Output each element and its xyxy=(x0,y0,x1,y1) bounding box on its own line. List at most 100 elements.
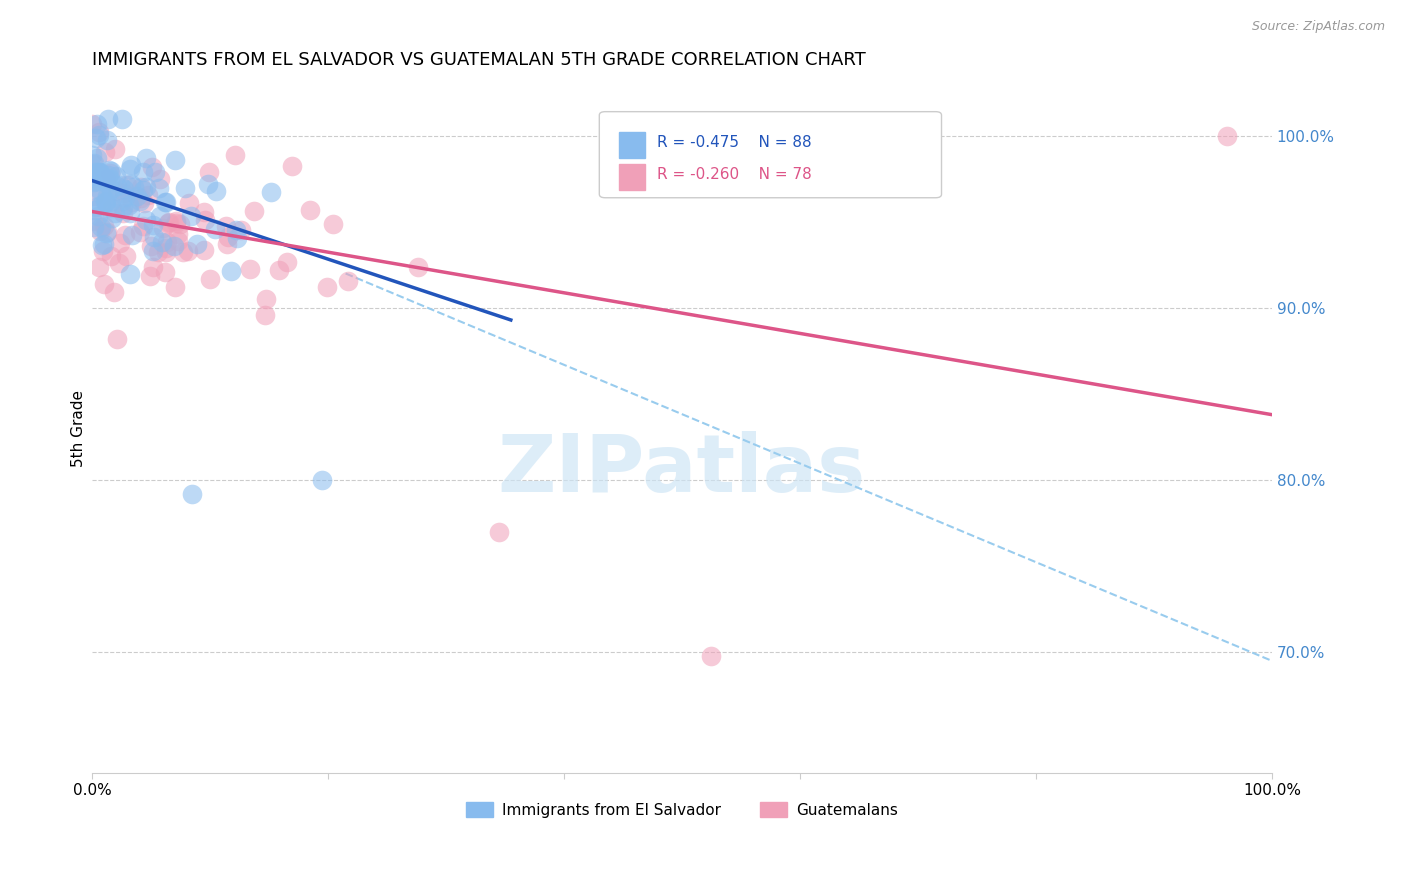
Point xyxy=(193,204,215,219)
Point xyxy=(166,227,188,242)
Point xyxy=(142,244,165,258)
Text: IMMIGRANTS FROM EL SALVADOR VS GUATEMALAN 5TH GRADE CORRELATION CHART: IMMIGRANTS FROM EL SALVADOR VS GUATEMALA… xyxy=(91,51,866,69)
Point xyxy=(114,228,136,243)
Point xyxy=(146,245,169,260)
Text: ZIPatlas: ZIPatlas xyxy=(498,431,866,508)
Point xyxy=(104,169,127,183)
Point xyxy=(128,194,150,209)
Point xyxy=(90,186,112,201)
Point xyxy=(224,148,246,162)
Point xyxy=(180,209,202,223)
Point xyxy=(97,162,120,177)
Point xyxy=(93,219,115,233)
Point xyxy=(149,209,172,223)
Point xyxy=(131,219,153,233)
Point xyxy=(488,524,510,539)
Point xyxy=(135,151,157,165)
Point xyxy=(89,165,111,179)
Point xyxy=(121,194,143,209)
Point xyxy=(104,206,127,220)
Point xyxy=(166,234,188,248)
Point xyxy=(118,198,141,212)
Point xyxy=(141,239,163,253)
Point xyxy=(155,195,177,210)
Point xyxy=(82,117,104,131)
Point xyxy=(98,166,121,180)
Point xyxy=(186,236,208,251)
Point xyxy=(169,217,191,231)
Point xyxy=(105,332,128,346)
Point xyxy=(90,219,112,234)
Point xyxy=(700,648,723,663)
Point xyxy=(193,243,215,257)
Point xyxy=(96,189,118,203)
Point xyxy=(176,244,198,258)
Point xyxy=(204,221,226,235)
Point xyxy=(198,271,221,285)
Point xyxy=(172,244,194,259)
Point xyxy=(86,151,108,165)
Point xyxy=(115,249,138,263)
Point xyxy=(93,277,115,292)
Point xyxy=(98,171,121,186)
Point xyxy=(311,473,333,487)
Point xyxy=(181,487,204,501)
Point xyxy=(142,218,165,232)
Point xyxy=(166,216,188,230)
Point xyxy=(111,200,134,214)
Point xyxy=(267,263,290,277)
Point xyxy=(135,180,157,194)
Point xyxy=(155,241,177,255)
Point xyxy=(215,219,238,234)
Point xyxy=(96,225,118,239)
Point xyxy=(156,235,179,250)
Point xyxy=(118,161,141,176)
Point xyxy=(94,226,117,240)
Point xyxy=(87,124,110,138)
Point xyxy=(243,203,266,218)
Point xyxy=(93,237,115,252)
FancyBboxPatch shape xyxy=(599,112,942,198)
Point xyxy=(83,219,105,234)
Point xyxy=(141,160,163,174)
Point xyxy=(132,195,155,210)
Point xyxy=(336,274,359,288)
Point xyxy=(298,202,321,217)
Point xyxy=(112,186,135,200)
Point xyxy=(83,174,105,188)
Point xyxy=(131,183,153,197)
Point xyxy=(117,178,139,193)
Point xyxy=(136,188,159,202)
Point xyxy=(322,217,344,231)
Point xyxy=(82,166,104,180)
Point xyxy=(120,158,142,172)
Point xyxy=(84,200,107,214)
Bar xyxy=(620,132,645,158)
Point xyxy=(145,164,167,178)
Text: R = -0.475    N = 88: R = -0.475 N = 88 xyxy=(657,136,811,151)
Point xyxy=(215,237,238,252)
Point xyxy=(101,211,124,225)
Point xyxy=(122,180,145,194)
Point xyxy=(121,227,143,242)
Text: Source: ZipAtlas.com: Source: ZipAtlas.com xyxy=(1251,20,1385,33)
Point xyxy=(96,194,118,209)
Point xyxy=(138,268,160,283)
Point xyxy=(198,164,221,178)
Point xyxy=(114,190,136,204)
Point xyxy=(148,172,170,186)
Point xyxy=(225,231,247,245)
Point xyxy=(152,221,174,235)
Point xyxy=(229,222,252,236)
Point xyxy=(89,224,111,238)
Point xyxy=(157,215,180,229)
Point xyxy=(225,222,247,236)
Point xyxy=(112,182,135,196)
Point xyxy=(118,206,141,220)
Point xyxy=(90,238,112,252)
Point xyxy=(177,195,200,210)
Point xyxy=(205,184,228,198)
Point xyxy=(108,256,131,270)
Bar xyxy=(620,164,645,190)
Point xyxy=(163,239,186,253)
